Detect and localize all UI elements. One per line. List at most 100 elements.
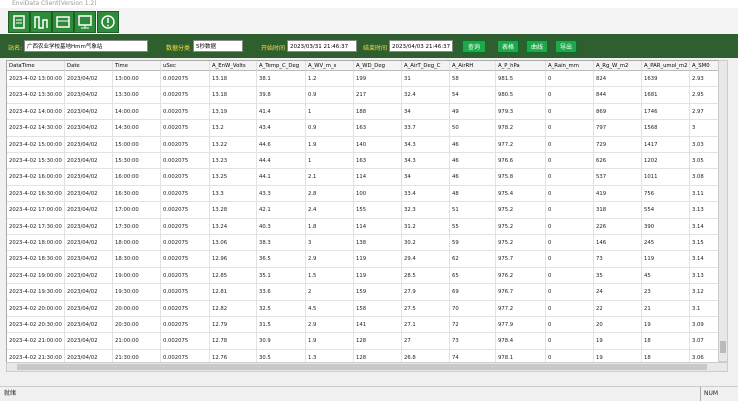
table-cell: 0.002075 (161, 218, 210, 235)
table-cell: 30.5 (257, 349, 306, 363)
table-cell: 0 (546, 103, 594, 121)
export-button[interactable]: 导出 (555, 40, 577, 53)
table-cell: 12.82 (210, 300, 257, 317)
column-header[interactable]: A_AirT_Deg_C (402, 61, 450, 71)
column-header[interactable]: A_EnW_Volts (210, 61, 257, 71)
tool-icon[interactable] (52, 11, 74, 33)
end-label: 结束时间 (363, 45, 388, 52)
table-cell: 0 (546, 169, 594, 186)
table-cell: 24 (594, 284, 642, 301)
table-cell: 844 (594, 87, 642, 104)
table-cell: 0.002075 (161, 103, 210, 121)
end-input[interactable]: 2023/04/03 21:46:37 (389, 40, 453, 52)
table-cell: 36.5 (257, 251, 306, 268)
table-cell: 30.2 (402, 235, 450, 252)
table-cell: 0.002075 (161, 87, 210, 104)
table-cell: 3.1 (690, 300, 719, 317)
table-cell: 0 (546, 87, 594, 104)
column-header[interactable]: uSec (161, 61, 210, 71)
column-header[interactable]: A_PAR_umol_m2 (642, 61, 690, 71)
table-cell: 34.3 (402, 153, 450, 170)
table-cell: 2023-4-02 20:00:00 (7, 300, 65, 317)
table-cell: 2023/04/02 (65, 120, 113, 137)
table-cell: 0.002075 (161, 136, 210, 153)
table-cell: 13.18 (210, 87, 257, 104)
table-cell: 2023/04/02 (65, 202, 113, 219)
table-cell: 69 (450, 284, 496, 301)
table-cell: 128 (354, 349, 402, 363)
table-cell: 537 (594, 169, 642, 186)
table-cell: 2023/04/02 (65, 153, 113, 170)
table-cell: 1 (306, 153, 354, 170)
table-cell: 217 (354, 87, 402, 104)
horizontal-scrollbar[interactable] (6, 362, 728, 372)
column-header[interactable]: A_WD_Deg (354, 61, 402, 71)
table-cell: 0.002075 (161, 120, 210, 137)
category-select[interactable]: 5秒数据 (193, 40, 243, 52)
table-cell: 16:30:00 (113, 185, 161, 203)
table-cell: 55 (450, 218, 496, 235)
table-cell: 20 (594, 317, 642, 334)
table-cell: 27.5 (402, 300, 450, 317)
table-cell: 13.06 (210, 235, 257, 252)
table-cell: 33.6 (257, 284, 306, 301)
table-cell: 2023/04/02 (65, 87, 113, 104)
table-cell: 18 (642, 349, 690, 363)
column-header[interactable]: A_WV_m_s (306, 61, 354, 71)
table-cell: 2023/04/02 (65, 71, 113, 88)
column-header[interactable]: DataTime (7, 61, 65, 71)
table-cell: 62 (450, 251, 496, 268)
table-cell: 3.15 (690, 235, 719, 252)
station-select[interactable]: 广西农业学校基地Hmm气象站 (24, 40, 148, 52)
column-header[interactable]: A_Rain_mm (546, 61, 594, 71)
curve-button[interactable]: 曲线 (526, 40, 548, 53)
table-cell: 1417 (642, 136, 690, 153)
table-cell: 2023/04/02 (65, 267, 113, 285)
tool-icon[interactable] (30, 11, 52, 33)
num-indicator: NUM (700, 387, 718, 401)
table-cell: 2023-4-02 15:00:00 (7, 136, 65, 153)
table-cell: 1.5 (306, 267, 354, 285)
column-header[interactable]: Time (113, 61, 161, 71)
column-header[interactable]: A_AirRH (450, 61, 496, 71)
table-cell: 44.4 (257, 153, 306, 170)
table-cell: 141 (354, 317, 402, 334)
table-cell: 48 (450, 185, 496, 203)
query-button[interactable]: 查询 (462, 40, 486, 53)
column-header[interactable]: Date (65, 61, 113, 71)
tool-icon[interactable] (97, 11, 119, 33)
table-cell: 0 (546, 284, 594, 301)
column-header[interactable]: A_P_hPa (496, 61, 546, 71)
column-header[interactable]: A_Rg_W_m2 (594, 61, 642, 71)
tool-icon[interactable] (8, 11, 30, 33)
table-button[interactable]: 表格 (497, 40, 519, 53)
table-cell: 2023/04/02 (65, 333, 113, 350)
table-cell: 46 (450, 169, 496, 186)
table-cell: 13.18 (210, 71, 257, 88)
table-cell: 38.1 (257, 71, 306, 88)
column-header[interactable]: A_SM0 (690, 61, 719, 71)
vertical-scrollbar[interactable] (718, 60, 728, 362)
column-header[interactable]: A_Temp_C_Deg (257, 61, 306, 71)
start-input[interactable]: 2023/03/31 21:46:37 (287, 40, 357, 52)
table-cell: 3 (306, 235, 354, 252)
table-cell: 0.002075 (161, 267, 210, 285)
table-cell: 0 (546, 202, 594, 219)
table-cell: 12.76 (210, 349, 257, 363)
table-cell: 13.28 (210, 202, 257, 219)
tool-icon[interactable] (74, 11, 96, 33)
table-cell: 2023/04/02 (65, 349, 113, 363)
table-cell: 70 (450, 300, 496, 317)
table-cell: 3.05 (690, 153, 719, 170)
table-cell: 797 (594, 120, 642, 137)
table-cell: 975.2 (496, 202, 546, 219)
table-cell: 2023-4-02 14:30:00 (7, 120, 65, 137)
table-cell: 21:00:00 (113, 333, 161, 350)
start-label: 开始时间 (261, 45, 286, 52)
table-cell: 824 (594, 71, 642, 88)
table-cell: 34 (402, 103, 450, 121)
table-cell: 1568 (642, 120, 690, 137)
table-cell: 226 (594, 218, 642, 235)
table-cell: 756 (642, 185, 690, 203)
